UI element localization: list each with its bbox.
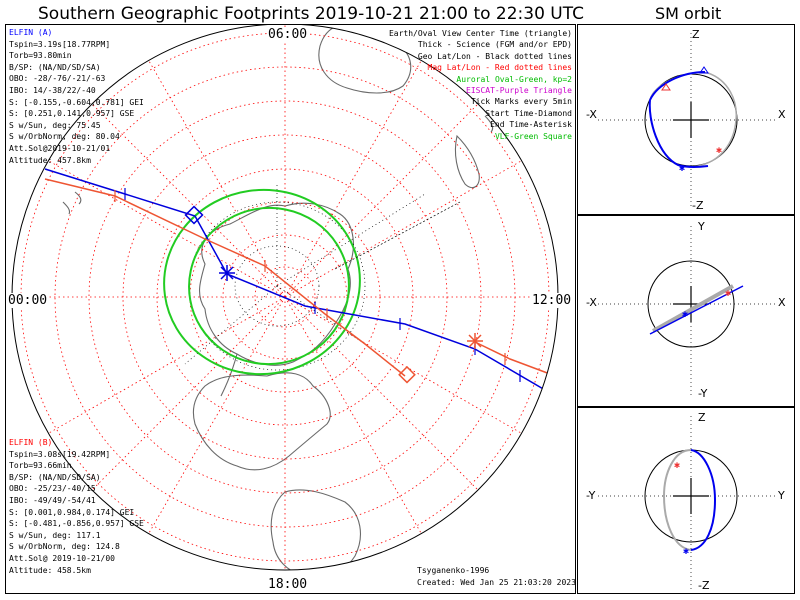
sm3-right-label: Y [778,489,785,502]
sm2-left-label: -X [586,296,597,309]
sm-panel-xz[interactable]: ✱ ✱ Z -Z -X X [577,24,795,215]
elfin_a-info-line: B/SP: (NA/ND/SD/SA) [9,62,101,72]
legend-item: EISCAT-Purple Triangle [466,86,572,96]
elfin_b-info-line: S w/Sun, deg: 117.1 [9,530,101,540]
south-america-coastline [192,372,331,471]
new-zealand-coastline [454,134,480,189]
antarctica-coastline [199,202,354,366]
sm1-left-label: -X [586,108,597,121]
lt-bottom-label: 18:00 [268,577,308,592]
antarctic-peninsula [220,353,238,397]
svg-text:✱: ✱ [682,309,688,320]
elfin-a-info: ELFIN (A) Tspin=3.19s[18.77RPM] Torb=93.80… [9,27,144,166]
svg-text:✱: ✱ [674,460,680,471]
elfin_b-info-line: ELFIN (B) [9,438,53,447]
elfin-a-end-asterisk [219,265,235,281]
legend-item: Start Time-Diamond [485,108,572,118]
svg-text:✱: ✱ [683,546,689,557]
sm2-right-label: X [778,296,786,309]
elfin_a-info-line: Altitude: 457.8km [9,155,91,165]
sm2-bottom-label: -Y [698,387,708,400]
legend-item: Thick - Science (FGM and/or EPD) [417,40,572,50]
africa-coastline [270,489,361,570]
elfin_b-info-line: S: [-0.481,-0.856,0.957] GSE [9,519,144,529]
view-center-line [334,201,461,270]
elfin_a-info-line: Tspin=3.19s[18.77RPM] [9,39,111,49]
sm-panel-xy[interactable]: ✱ ✱ Y -Y -X X [577,215,795,407]
sm2-top-label: Y [698,220,705,233]
created-label: Created: Wed Jan 25 21:03:20 2023 [417,578,576,587]
elfin_a-info-line: Torb=93.80min [9,51,72,61]
legend-item: Mag Lat/Lon - Red dotted lines [427,63,573,73]
islands [62,115,494,215]
elfin_a-info-line: S w/Sun, deg: 75.45 [9,120,101,130]
sm3-left-label: -Y [586,489,596,502]
sm3-top-label: Z [698,411,706,424]
elfin-b-end-asterisk [467,333,483,349]
elfin_a-info-line: S: [-0.155,-0.604,0.781] GEI [9,97,144,107]
svg-text:✱: ✱ [716,145,722,156]
elfin_b-info-line: Torb=93.66min [9,461,72,471]
sm-panel-yz[interactable]: ✱ ✱ Z -Z -Y Y [577,407,795,594]
elfin_b-info-line: S w/OrbNorm, deg: 124.8 [9,542,120,552]
page-title: Southern Geographic Footprints 2019-10-2… [38,4,585,24]
svg-text:✱: ✱ [725,288,731,299]
lt-right-label: 12:00 [532,293,572,308]
elfin_a-info-line: ELFIN (A) [9,28,53,37]
legend-item: VLF-Green Square [494,131,572,141]
elfin_b-info-line: OBO: -25/23/-40/15 [9,484,96,494]
elfin-b-info: ELFIN (B) Tspin=3.08s[19.42RPM] Torb=93.66… [9,437,144,576]
model-label: Tsyganenko-1996 [417,566,490,575]
legend-item: End Time-Asterisk [490,120,572,130]
lt-left-label: 00:00 [8,293,48,308]
legend-item: Auroral Oval-Green, kp=2 [456,74,572,84]
elfin_b-info-line: Altitude: 458.5km [9,565,91,575]
elfin_a-info-line: OBO: -28/-76/-21/-63 [9,74,106,84]
sm-orbit-title: SM orbit [655,4,722,23]
legend-item: Earth/Oval View Center Time (triangle) [388,29,572,38]
elfin-b-tick-marks [114,190,506,365]
elfin-a-start-diamond [184,205,204,225]
elfin_a-info-line: S: [0.251,0.141,0.957] GSE [9,109,135,119]
sm1-bottom-label: -Z [692,199,704,212]
elfin_b-info-line: B/SP: (NA/ND/SD/SA) [9,472,101,482]
geo-lat-lon-grid [184,184,426,371]
elfin_b-info-line: IBO: -49/49/-54/41 [9,495,96,505]
elfin-b-track[interactable] [44,178,551,384]
svg-text:✱: ✱ [679,163,685,174]
map-legend: Earth/Oval View Center Time (triangle) Th… [380,28,572,142]
lt-top-label: 06:00 [268,27,308,42]
elfin_b-info-line: Tspin=3.08s[19.42RPM] [9,449,111,459]
elfin_a-info-line: S w/OrbNorm, deg: 80.04 [9,132,120,142]
sm1-top-label: Z [692,28,700,41]
legend-item: Tick Marks every 5min [470,97,572,107]
elfin_b-info-line: S: [0.001,0.984,0.174] GEI [9,507,135,517]
auroral-oval-kp2 [163,188,361,376]
elfin_b-info-line: Att.Sol@ 2019-10-21/00 [9,553,115,563]
legend-item: Geo Lat/Lon - Black dotted lines [417,51,572,61]
elfin-b-start-diamond [398,365,416,384]
elfin_a-info-line: Att.Sol@2019-10-21/01 [9,143,111,153]
sm1-right-label: X [778,108,786,121]
sm3-bottom-label: -Z [698,579,710,592]
elfin_a-info-line: IBO: 14/-38/22/-40 [9,85,96,95]
